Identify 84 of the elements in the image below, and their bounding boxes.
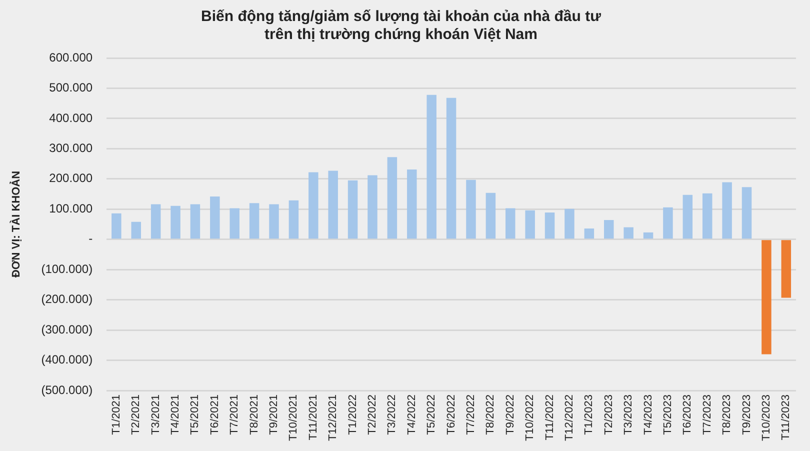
bar (348, 180, 358, 239)
x-tick-label: T4/2021 (170, 394, 182, 435)
x-tick-label: T11/2023 (780, 394, 792, 440)
x-tick-label: T12/2021 (327, 394, 340, 442)
x-tick-label: T2/2023 (602, 394, 615, 435)
bar (328, 170, 338, 239)
x-tick-label: T1/2021 (110, 394, 122, 435)
bar (525, 210, 535, 239)
y-tick-label: 500.000 (49, 80, 93, 95)
bar (643, 232, 654, 239)
bar (131, 222, 141, 239)
x-tick-label: T7/2023 (701, 394, 714, 435)
bar (288, 200, 299, 239)
bar (702, 193, 712, 239)
y-tick-label: (300.000) (41, 322, 93, 336)
y-tick-label: 400.000 (49, 110, 93, 125)
y-tick-label: (400.000) (41, 352, 93, 367)
x-tick-label: T5/2023 (662, 394, 674, 435)
bar (407, 170, 417, 239)
y-tick-label: 200.000 (49, 171, 93, 186)
bar (564, 208, 574, 239)
x-tick-label: T1/2022 (346, 394, 359, 435)
x-tick-label: T10/2021 (288, 394, 300, 442)
bar (624, 227, 634, 239)
bar (544, 212, 555, 239)
bar (426, 94, 436, 239)
y-tick-label: (500.000) (41, 382, 93, 397)
x-tick-label: T12/2022 (564, 394, 576, 442)
x-tick-label: T3/2021 (150, 394, 162, 435)
x-tick-label: T6/2023 (682, 394, 694, 435)
x-tick-label: T7/2021 (228, 394, 241, 435)
bar (604, 220, 614, 239)
x-tick-label: T2/2021 (130, 394, 142, 435)
bar (210, 196, 220, 239)
y-tick-label: (200.000) (41, 292, 93, 306)
x-tick-label: T3/2023 (622, 394, 635, 435)
bar (387, 157, 398, 239)
bar (663, 207, 673, 239)
x-tick-label: T8/2022 (484, 394, 497, 435)
bar (742, 187, 752, 239)
x-tick-label: T6/2021 (208, 394, 221, 435)
x-tick-label: T4/2023 (642, 394, 654, 435)
bar (368, 175, 378, 239)
y-tick-label: (100.000) (41, 262, 93, 276)
bar (446, 98, 456, 239)
bar (466, 180, 476, 239)
bar (308, 172, 318, 239)
bar (230, 208, 240, 239)
bar (486, 192, 496, 239)
bar (112, 213, 122, 239)
bar (584, 228, 594, 239)
y-tick-label: 300.000 (49, 141, 93, 155)
bar (150, 204, 161, 239)
x-tick-label: T11/2022 (544, 394, 556, 440)
bar (170, 206, 180, 239)
x-tick-label: T5/2021 (189, 394, 202, 435)
y-tick-label: - (88, 232, 93, 246)
x-tick-label: T6/2022 (445, 394, 458, 435)
x-tick-label: T9/2022 (504, 394, 516, 435)
bar (781, 240, 792, 298)
y-tick-label: 100.000 (49, 201, 93, 216)
x-tick-label: T11/2021 (307, 394, 320, 440)
y-axis-title: ĐƠN VỊ: TÀI KHOẢN (10, 170, 23, 278)
x-tick-label: T2/2022 (366, 394, 379, 435)
y-tick-label: 600.000 (49, 50, 93, 64)
bar (269, 204, 279, 239)
x-tick-label: T9/2021 (268, 394, 280, 435)
bar (506, 208, 516, 239)
x-tick-label: T4/2022 (406, 394, 418, 435)
bar (249, 203, 260, 239)
chart-title: Biến động tăng/giảm số lượng tài khoản của nhà đầu tư trên thị trường chứng khoán Việt Nam (201, 8, 602, 44)
x-tick-label: T1/2023 (583, 394, 596, 435)
x-tick-label: T8/2023 (721, 394, 734, 435)
x-tick-label: T10/2023 (760, 394, 772, 442)
x-tick-label: T5/2022 (426, 394, 438, 435)
x-tick-label: T8/2021 (248, 394, 260, 435)
bar (682, 194, 693, 239)
x-tick-label: T7/2022 (465, 394, 478, 435)
x-tick-label: T3/2022 (386, 394, 398, 435)
bar (190, 204, 200, 239)
x-tick-label: T9/2023 (740, 394, 753, 435)
x-tick-label: T10/2022 (524, 394, 536, 442)
bar (762, 240, 772, 354)
bar (722, 182, 732, 239)
